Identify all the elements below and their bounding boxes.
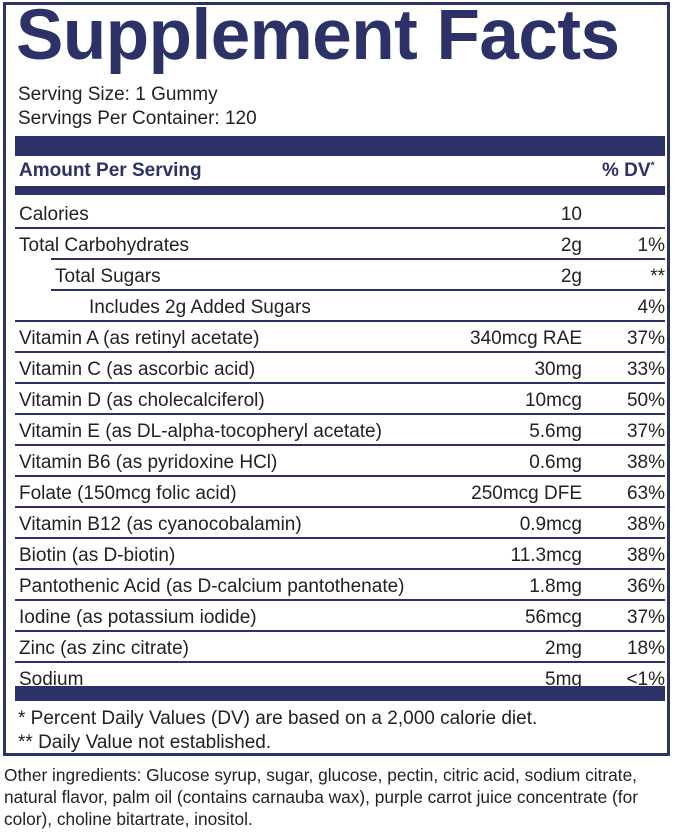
row-divider — [15, 382, 665, 384]
nutrient-name: Vitamin E (as DL-alpha-tocopheryl acetat… — [19, 421, 382, 442]
nutrient-dv: 38% — [626, 452, 665, 473]
nutrient-name: Vitamin C (as ascorbic acid) — [19, 359, 256, 380]
nutrient-name: Includes 2g Added Sugars — [89, 297, 311, 318]
nutrient-amount: 11.3mcg — [510, 545, 582, 566]
row-divider — [15, 661, 665, 663]
nutrient-dv: 38% — [626, 545, 665, 566]
row-divider — [15, 630, 665, 632]
nutrient-dv: <1% — [626, 669, 665, 690]
nutrient-name: Total Carbohydrates — [19, 235, 190, 256]
nutrient-amount: 10mcg — [524, 390, 582, 411]
nutrient-dv: 37% — [626, 328, 665, 349]
row-divider — [15, 599, 665, 601]
amount-per-serving-header: Amount Per Serving — [19, 160, 202, 181]
nutrient-row: Vitamin A (as retinyl acetate) 340mcg RAE… — [15, 322, 665, 353]
nutrient-amount: 56mcg — [524, 607, 582, 628]
row-divider — [15, 227, 665, 229]
nutrient-dv: 63% — [626, 483, 665, 504]
nutrient-dv: 1% — [637, 235, 665, 256]
nutrient-row: Total Sugars 2g ** — [15, 260, 665, 291]
supplement-facts-panel: Supplement Facts Serving Size: 1 Gummy S… — [3, 0, 670, 756]
nutrient-dv: 33% — [626, 359, 665, 380]
row-divider — [15, 320, 665, 322]
nutrient-amount: 2g — [560, 235, 582, 256]
nutrient-dv: ** — [650, 266, 665, 287]
row-divider — [15, 537, 665, 539]
nutrient-row: Sodium 5mg <1% — [15, 663, 665, 694]
nutrient-name: Calories — [19, 204, 89, 225]
nutrient-row: Vitamin B6 (as pyridoxine HCl) 0.6mg 38% — [15, 446, 665, 477]
nutrient-dv: 37% — [626, 421, 665, 442]
row-divider — [51, 289, 665, 291]
serving-size: Serving Size: 1 Gummy — [18, 84, 218, 105]
nutrient-dv: 38% — [626, 514, 665, 535]
nutrient-name: Sodium — [19, 669, 84, 690]
row-divider — [51, 258, 665, 260]
row-divider — [15, 475, 665, 477]
nutrient-dv: 4% — [637, 297, 665, 318]
nutrient-row: Pantothenic Acid (as D-calcium pantothen… — [15, 570, 665, 601]
footnote-dv: * Percent Daily Values (DV) are based on… — [18, 708, 538, 729]
nutrient-dv: 50% — [626, 390, 665, 411]
nutrient-row: Calories 10 — [15, 198, 665, 229]
nutrient-amount: 2mg — [545, 638, 582, 659]
nutrient-name: Folate (150mcg folic acid) — [19, 483, 237, 504]
thick-divider-top — [15, 136, 665, 156]
nutrient-name: Vitamin B12 (as cyanocobalamin) — [19, 514, 302, 535]
nutrient-name: Vitamin D (as cholecalciferol) — [19, 390, 265, 411]
nutrient-name: Pantothenic Acid (as D-calcium pantothen… — [19, 576, 405, 597]
nutrient-row: Vitamin E (as DL-alpha-tocopheryl acetat… — [15, 415, 665, 446]
nutrient-amount: 1.8mg — [529, 576, 582, 597]
nutrient-row: Iodine (as potassium iodide) 56mcg 37% — [15, 601, 665, 632]
medium-divider — [15, 186, 665, 195]
dv-header: % DV* — [602, 160, 655, 181]
row-divider — [15, 568, 665, 570]
nutrient-amount: 5.6mg — [529, 421, 582, 442]
row-divider — [15, 506, 665, 508]
nutrient-row: Vitamin D (as cholecalciferol) 10mcg 50% — [15, 384, 665, 415]
servings-per-container: Servings Per Container: 120 — [18, 108, 257, 129]
row-divider — [15, 413, 665, 415]
nutrient-name: Vitamin B6 (as pyridoxine HCl) — [19, 452, 278, 473]
panel-title: Supplement Facts — [16, 0, 620, 75]
nutrient-row: Includes 2g Added Sugars 4% — [15, 291, 665, 322]
nutrient-dv: 36% — [626, 576, 665, 597]
nutrient-row: Vitamin C (as ascorbic acid) 30mg 33% — [15, 353, 665, 384]
nutrient-amount: 2g — [560, 266, 582, 287]
nutrient-amount: 5mg — [545, 669, 582, 690]
other-ingredients: Other ingredients: Glucose syrup, sugar,… — [4, 765, 638, 829]
nutrient-name: Zinc (as zinc citrate) — [19, 638, 189, 659]
row-divider — [15, 444, 665, 446]
row-divider — [15, 351, 665, 353]
nutrient-row: Total Carbohydrates 2g 1% — [15, 229, 665, 260]
nutrient-amount: 0.6mg — [529, 452, 582, 473]
nutrient-row: Zinc (as zinc citrate) 2mg 18% — [15, 632, 665, 663]
nutrient-name: Biotin (as D-biotin) — [19, 545, 176, 566]
nutrient-amount: 30mg — [534, 359, 582, 380]
nutrient-amount: 250mcg DFE — [471, 483, 582, 504]
nutrient-name: Iodine (as potassium iodide) — [19, 607, 257, 628]
footnote-not-established: ** Daily Value not established. — [18, 732, 272, 753]
nutrient-name: Total Sugars — [55, 266, 161, 287]
nutrient-amount: 0.9mcg — [519, 514, 582, 535]
nutrient-amount: 340mcg RAE — [470, 328, 582, 349]
nutrient-amount: 10 — [560, 204, 582, 225]
nutrient-row: Vitamin B12 (as cyanocobalamin) 0.9mcg 38% — [15, 508, 665, 539]
nutrient-dv: 18% — [626, 638, 665, 659]
nutrient-dv: 37% — [626, 607, 665, 628]
thick-divider-bottom — [15, 686, 665, 701]
nutrient-row: Biotin (as D-biotin) 11.3mcg 38% — [15, 539, 665, 570]
nutrient-name: Vitamin A (as retinyl acetate) — [19, 328, 260, 349]
nutrient-row: Folate (150mcg folic acid) 250mcg DFE 63% — [15, 477, 665, 508]
